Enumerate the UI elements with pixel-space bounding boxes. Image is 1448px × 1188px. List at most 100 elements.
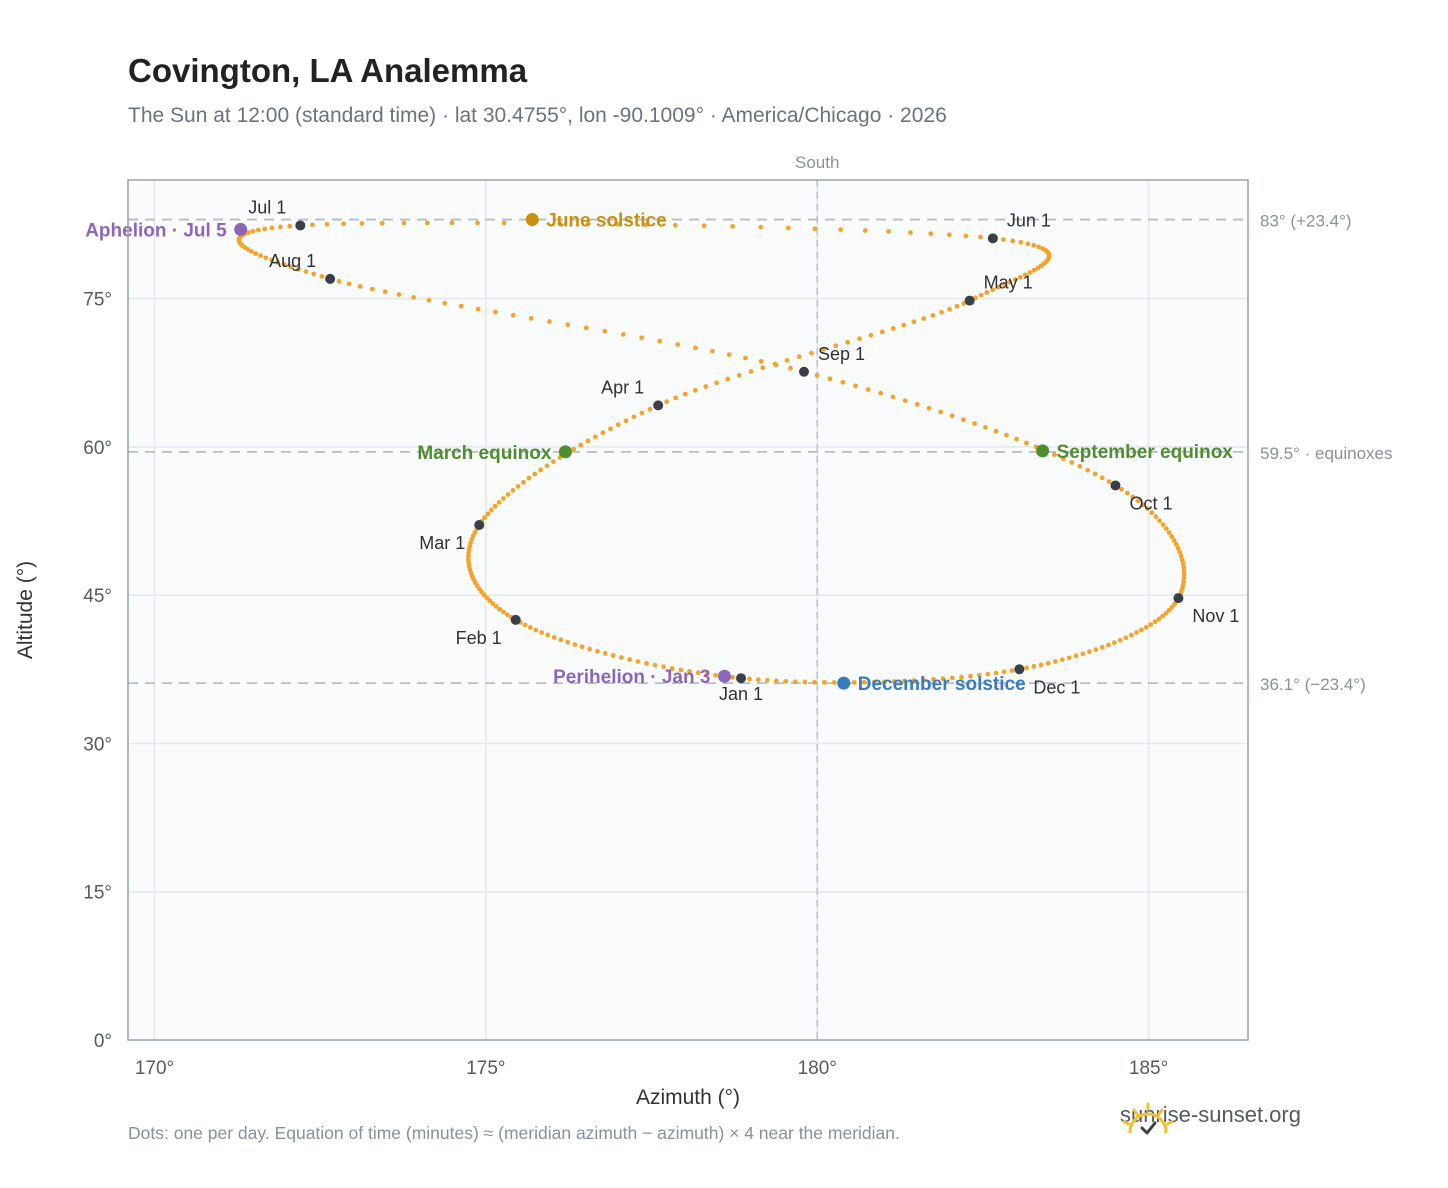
daily-sun-dot [1031, 267, 1037, 273]
daily-sun-dot [1036, 244, 1042, 250]
month-marker [510, 614, 521, 625]
daily-sun-dot [1059, 657, 1065, 663]
daily-sun-dot [833, 343, 839, 349]
event-marker [234, 222, 248, 236]
daily-sun-dot [1143, 624, 1149, 630]
daily-sun-dot [930, 313, 936, 318]
daily-sun-dot [890, 326, 896, 331]
event-label: June solstice [546, 211, 666, 232]
daily-sun-dot [1181, 575, 1187, 581]
daily-sun-dot [1139, 627, 1144, 633]
daily-sun-dot [1045, 660, 1051, 666]
daily-sun-dot [954, 303, 960, 309]
daily-sun-dot [993, 428, 999, 434]
daily-sun-dot [985, 671, 991, 677]
daily-sun-dot [1106, 479, 1112, 485]
daily-sun-dot [692, 387, 698, 393]
daily-sun-dot [493, 309, 498, 315]
daily-sun-dot [1111, 640, 1117, 646]
daily-sun-dot [1124, 490, 1130, 496]
daily-sun-dot [303, 269, 309, 275]
daily-sun-dot [277, 224, 283, 230]
daily-sun-dot [704, 671, 710, 677]
daily-sun-dot [493, 604, 499, 609]
daily-sun-dot [401, 220, 407, 226]
month-label: Nov 1 [1192, 606, 1239, 626]
daily-sun-dot [1087, 649, 1092, 655]
daily-sun-dot [1004, 432, 1009, 438]
daily-sun-dot [1173, 542, 1179, 547]
daily-sun-dot [949, 675, 955, 681]
daily-sun-dot [579, 644, 585, 650]
daily-sun-dot [475, 306, 481, 312]
daily-sun-dot [911, 319, 917, 325]
daily-sun-dot [587, 646, 593, 652]
daily-sun-dot [758, 359, 764, 364]
daily-sun-dot [528, 315, 534, 321]
daily-sun-dot [1179, 557, 1185, 563]
daily-sun-dot [931, 676, 936, 682]
daily-sun-dot [783, 678, 789, 684]
daily-sun-dot [602, 328, 608, 334]
daily-sun-dot [532, 471, 538, 477]
daily-sun-dot [821, 680, 827, 685]
daily-sun-dot [938, 409, 944, 415]
daily-sun-dot [993, 670, 999, 676]
daily-sun-dot [295, 266, 301, 272]
grid-layer [128, 180, 1248, 1040]
daily-sun-dot [838, 227, 844, 233]
daily-sun-dot [784, 357, 790, 363]
daily-sun-dot [379, 220, 385, 226]
daily-sun-dot [627, 657, 633, 662]
daily-sun-dot [505, 492, 511, 497]
event-marker [837, 676, 851, 690]
daily-sun-dot [901, 678, 907, 684]
daily-sun-dot [1123, 635, 1129, 641]
daily-sun-dot [669, 666, 675, 671]
daily-sun-dot [857, 336, 862, 342]
daily-sun-dot [871, 679, 877, 685]
daily-sun-dot [346, 281, 352, 287]
daily-sun-dot [730, 674, 735, 680]
daily-sun-dot [600, 430, 606, 436]
daily-sun-dot [639, 335, 645, 341]
daily-sun-dot [557, 221, 563, 226]
daily-sun-dot [726, 352, 732, 358]
y-axis-title: Altitude (°) [14, 561, 37, 659]
daily-sun-dot [1012, 277, 1018, 283]
daily-sun-dot [881, 679, 887, 685]
daily-sun-dot [1024, 440, 1029, 446]
daily-sun-dot [585, 438, 591, 444]
event-marker [717, 669, 731, 683]
daily-sun-dot [1134, 630, 1139, 635]
daily-sun-dot [482, 515, 488, 521]
daily-sun-dot [545, 632, 551, 638]
daily-sun-dot [465, 554, 471, 559]
daily-sun-dot [853, 383, 858, 389]
daily-sun-dot [809, 350, 814, 356]
brand-logo[interactable]: sunrise-sunset.org [1120, 1102, 1301, 1135]
daily-sun-dot [510, 488, 516, 493]
daily-sun-dot [1152, 619, 1158, 625]
daily-sun-dot [544, 463, 550, 469]
daily-sun-dot [961, 301, 967, 306]
month-marker [295, 220, 306, 231]
daily-sun-dot [990, 287, 996, 293]
month-marker [325, 273, 336, 284]
daily-sun-dot [1157, 518, 1163, 524]
daily-sun-dot [758, 224, 764, 230]
month-marker [1173, 593, 1184, 604]
month-label: Oct 1 [1129, 493, 1172, 513]
daily-sun-dot [978, 292, 984, 298]
daily-sun-dot [1066, 655, 1072, 661]
daily-sun-dot [424, 220, 430, 226]
event-markers: June solstice March equinox September equi… [85, 211, 1233, 696]
daily-sun-dot [710, 348, 715, 354]
daily-sun-dot [396, 292, 402, 297]
daily-sun-dot [526, 475, 532, 481]
daily-sun-dot [963, 233, 969, 239]
axes: 170° 175° 180° 185° 0° 15° 30° 45° 60° 75° Azimuth… [14, 290, 1168, 1109]
daily-sun-dot [713, 672, 718, 678]
daily-sun-dot [620, 332, 626, 337]
